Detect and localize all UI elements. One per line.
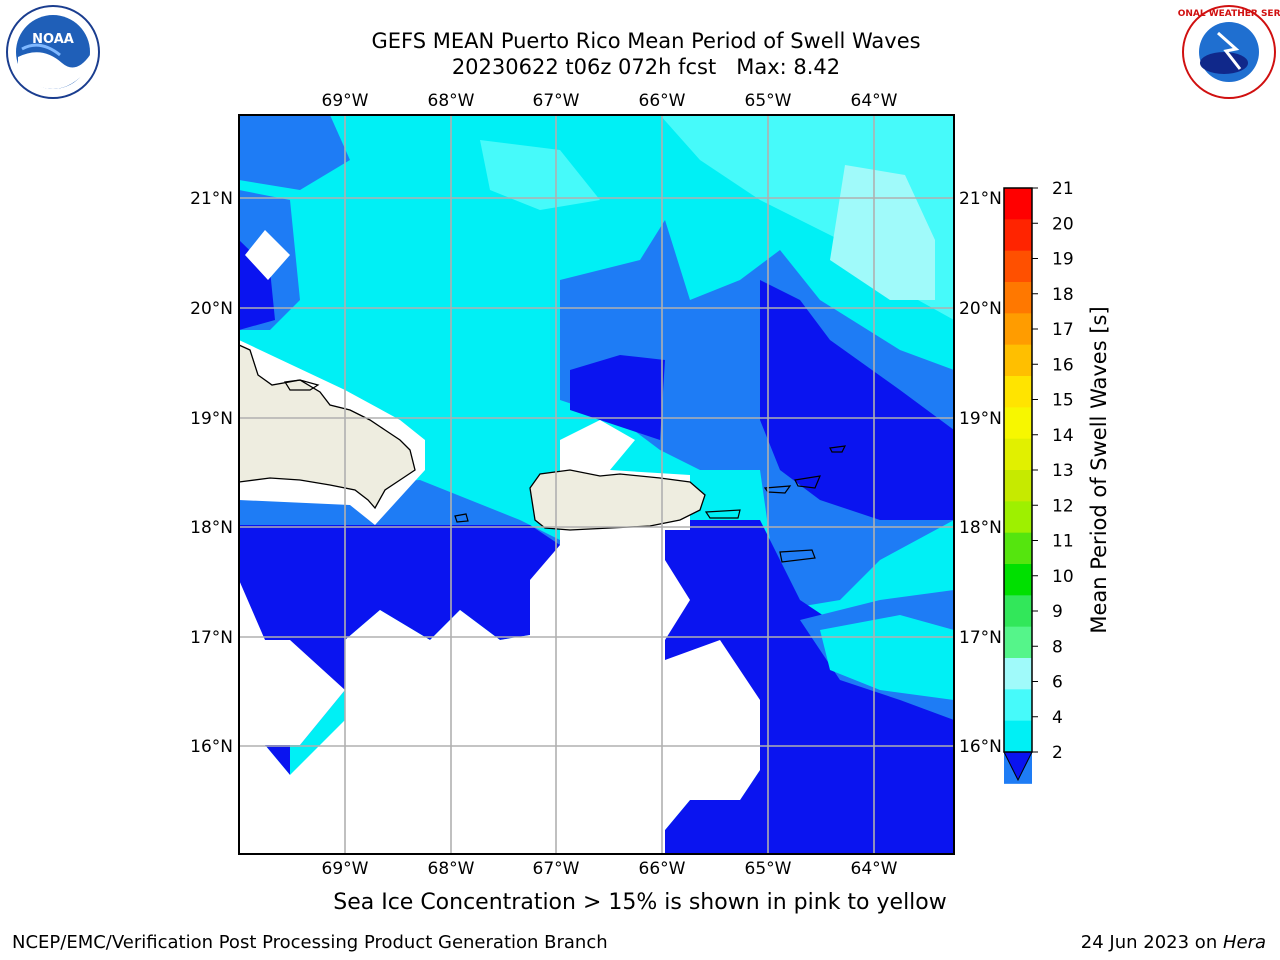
colorbar-segment: [1004, 532, 1032, 565]
lon-label: 68°W: [428, 859, 475, 879]
anegada-island: [829, 445, 847, 453]
nws-logo: NATIONAL WEATHER SERVICE: [1178, 5, 1280, 99]
colorbar-tick-label: 2: [1052, 743, 1063, 763]
chart-title: GEFS MEAN Puerto Rico Mean Period of Swe…: [371, 29, 921, 53]
lon-label: 68°W: [428, 91, 475, 111]
lat-label: 19°N: [190, 409, 233, 429]
lon-label: 67°W: [533, 91, 580, 111]
colorbar-tick-label: 6: [1052, 673, 1063, 693]
lon-label: 65°W: [745, 859, 792, 879]
graticule: [239, 115, 954, 854]
colorbar-segment: [1004, 219, 1032, 252]
colorbar-tick-label: 13: [1052, 461, 1074, 481]
colorbar-tick-label: 4: [1052, 708, 1063, 728]
lon-labels-top: 69°W 68°W 67°W 66°W 65°W 64°W: [322, 91, 898, 111]
lat-label: 17°N: [190, 628, 233, 648]
lat-labels-right: 21°N 20°N 19°N 18°N 17°N 16°N: [959, 189, 1002, 757]
lat-label: 16°N: [959, 737, 1002, 757]
colorbar-tick-label: 12: [1052, 496, 1074, 516]
colorbar-tick-label: 9: [1052, 602, 1063, 622]
colorbar-segment: [1004, 376, 1032, 408]
st-croix-island: [779, 549, 816, 563]
colorbar-tick-label: 17: [1052, 320, 1074, 340]
lon-label: 69°W: [322, 859, 369, 879]
contour-band-4-nw: [239, 115, 350, 190]
colorbar-tick-label: 8: [1052, 637, 1063, 657]
colorbar-tick-label: 11: [1052, 532, 1074, 552]
contour-band-2-south: [239, 525, 560, 640]
footer-date: 24 Jun 2023 on Hera: [1081, 932, 1266, 953]
lon-labels-bottom: 69°W 68°W 67°W 66°W 65°W 64°W: [322, 859, 898, 879]
colorbar-segment: [1004, 407, 1032, 440]
lat-label: 21°N: [190, 189, 233, 209]
lat-label: 20°N: [959, 299, 1002, 319]
bvi-island: [794, 475, 821, 489]
colorbar-tick-label: 21: [1052, 179, 1074, 199]
contour-band-2-se: [665, 520, 954, 854]
contour-band-8-north: [470, 115, 954, 320]
lon-label: 65°W: [745, 91, 792, 111]
contour-band-8-west: [480, 140, 600, 210]
colorbar-segment: [1004, 658, 1032, 690]
colorbar-segment: [1004, 282, 1032, 314]
lat-label: 16°N: [190, 737, 233, 757]
colorbar-segment: [1004, 438, 1032, 471]
lat-labels-left: 21°N 20°N 19°N 18°N 17°N 16°N: [190, 189, 233, 757]
vieques-island: [704, 509, 741, 519]
colorbar-segment: [1004, 720, 1032, 753]
colorbar-tick-label: 16: [1052, 355, 1074, 375]
map-frame: [238, 114, 955, 855]
lon-label: 66°W: [639, 91, 686, 111]
colorbar-segment: [1004, 344, 1032, 377]
nodata-nw-diamond: [245, 230, 290, 280]
contour-band-2-ne: [760, 280, 954, 520]
noaa-logo: NOAA: [6, 5, 100, 99]
colorbar-segment: [1004, 188, 1032, 220]
colorbar-segment: [1004, 470, 1032, 502]
colorbar-segment: [1004, 313, 1032, 346]
colorbar-tick-label: 20: [1052, 214, 1074, 234]
lat-label: 18°N: [190, 518, 233, 538]
colorbar-segment: [1004, 501, 1032, 534]
lon-label: 69°W: [322, 91, 369, 111]
colorbar-tick-label: 15: [1052, 391, 1074, 411]
colorbar-segment: [1004, 595, 1032, 628]
colorbar-segment: [1004, 564, 1032, 596]
colorbar-segment: [1004, 250, 1032, 283]
nodata-south: [239, 530, 760, 854]
lat-label: 20°N: [190, 299, 233, 319]
sea-ice-note: Sea Ice Concentration > 15% is shown in …: [333, 890, 947, 915]
st-thomas-island: [763, 485, 792, 494]
lat-label: 19°N: [959, 409, 1002, 429]
tortuga-island: [283, 379, 320, 391]
mona-island: [454, 513, 469, 523]
lon-label: 64°W: [851, 859, 898, 879]
footer-machine: Hera: [1222, 932, 1266, 953]
lat-label: 18°N: [959, 518, 1002, 538]
nws-logo-text: NATIONAL WEATHER SERVICE: [1178, 9, 1280, 19]
colorbar-tick-label: 10: [1052, 567, 1074, 587]
footer-credit: NCEP/EMC/Verification Post Processing Pr…: [12, 932, 608, 953]
contour-band-4-east: [560, 220, 954, 610]
lat-label: 17°N: [959, 628, 1002, 648]
colorbar-segment: [1004, 626, 1032, 659]
colorbar-tick-label: 19: [1052, 250, 1074, 270]
lon-label: 66°W: [639, 859, 686, 879]
nodata-west: [239, 580, 345, 745]
swell-contours: [239, 115, 954, 854]
footer-date-text: 24 Jun 2023 on: [1080, 932, 1223, 953]
colorbar-tick-label: 14: [1052, 426, 1074, 446]
lon-label: 64°W: [851, 91, 898, 111]
noaa-logo-text: NOAA: [32, 32, 74, 47]
colorbar-segment: [1004, 689, 1032, 722]
colorbar: 21 20 19 18 17 16 15 14 13 12 11 10 9 8 6 4 2: [1003, 179, 1074, 784]
chart-subtitle: 20230622 t06z 072h fcst Max: 8.42: [451, 55, 841, 79]
colorbar-tick-label: 18: [1052, 285, 1074, 305]
colorbar-label: Mean Period of Swell Waves [s]: [1087, 306, 1111, 633]
lon-label: 67°W: [533, 859, 580, 879]
lat-label: 21°N: [959, 189, 1002, 209]
